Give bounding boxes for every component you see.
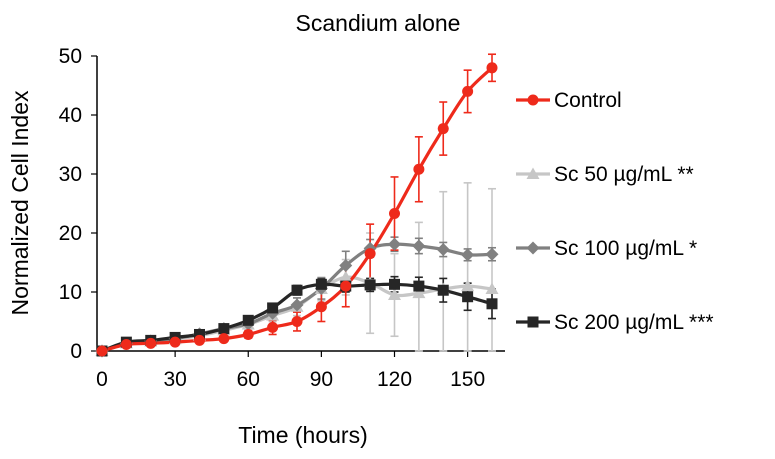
series-0-point bbox=[169, 336, 181, 348]
x-ticks: 0 30 60 90 120 150 bbox=[96, 351, 485, 391]
legend: Control Sc 50 µg/mL ** Sc 100 µg/mL * Sc 20… bbox=[516, 89, 714, 334]
series-3-point bbox=[267, 302, 279, 314]
series-3-point bbox=[389, 278, 400, 290]
series-0-point bbox=[389, 208, 400, 220]
y-tick-label: 50 bbox=[59, 45, 82, 68]
series-0-point bbox=[194, 334, 205, 346]
x-tick-label: 30 bbox=[163, 368, 186, 391]
legend-series-3-marker bbox=[527, 316, 539, 328]
series-0-point bbox=[145, 337, 157, 349]
legend-series-0-marker bbox=[527, 94, 539, 106]
legend-series-3-label: Sc 200 µg/mL *** bbox=[554, 311, 714, 334]
y-tick-label: 20 bbox=[59, 222, 82, 245]
x-tick-label: 0 bbox=[96, 368, 108, 391]
series-0-point bbox=[96, 345, 108, 357]
series-3-point bbox=[364, 279, 376, 291]
series-3-point bbox=[486, 298, 498, 310]
legend-series-2-marker bbox=[526, 241, 540, 255]
series-3-point bbox=[194, 328, 205, 340]
x-tick-label: 90 bbox=[310, 368, 333, 391]
x-tick-label: 60 bbox=[237, 368, 260, 391]
y-tick-label: 40 bbox=[59, 104, 82, 127]
series-2-point bbox=[290, 298, 304, 312]
y-tick-label: 10 bbox=[59, 281, 82, 304]
series-3-point bbox=[218, 323, 230, 335]
x-axis-title: Time (hours) bbox=[238, 422, 368, 448]
series-0-point bbox=[364, 248, 376, 260]
series-2-point bbox=[339, 258, 353, 272]
x-tick-label: 120 bbox=[377, 368, 412, 391]
y-tick-label: 30 bbox=[59, 163, 82, 186]
series-0-point bbox=[291, 316, 303, 327]
series-0-point bbox=[120, 339, 132, 351]
legend-series-2-label: Sc 100 µg/mL * bbox=[554, 237, 697, 260]
series-3-point bbox=[437, 284, 449, 296]
series-2-point bbox=[412, 239, 426, 253]
series-3-point bbox=[315, 278, 327, 290]
series-markers bbox=[95, 62, 499, 358]
series-0-point bbox=[413, 163, 425, 175]
series-2-point bbox=[461, 248, 475, 262]
series-1-point bbox=[412, 286, 426, 299]
series-2-point bbox=[485, 247, 499, 261]
series-0-point bbox=[315, 301, 327, 313]
series-1-point bbox=[485, 282, 499, 295]
legend-series-1-marker bbox=[526, 167, 540, 179]
series-2-point bbox=[436, 243, 450, 257]
series-0-point bbox=[486, 62, 498, 74]
y-ticks: 0 10 20 30 40 50 bbox=[59, 45, 97, 363]
x-tick-label: 150 bbox=[450, 368, 485, 391]
series-0-point bbox=[340, 280, 352, 292]
y-tick-label: 0 bbox=[70, 340, 82, 363]
series-0-point bbox=[267, 321, 279, 333]
series-0-point bbox=[462, 85, 474, 97]
axes bbox=[96, 56, 505, 352]
series-1-point bbox=[388, 288, 401, 300]
error-bars bbox=[122, 53, 496, 352]
series-0-point bbox=[218, 333, 230, 345]
series-3-point bbox=[291, 284, 303, 296]
series-1-point bbox=[339, 270, 353, 283]
series-1-point bbox=[461, 279, 475, 292]
series-3-point bbox=[242, 314, 254, 326]
series-0-point bbox=[437, 123, 449, 135]
legend-series-1-label: Sc 50 µg/mL ** bbox=[554, 163, 694, 186]
chart-title: Scandium alone bbox=[296, 10, 461, 36]
series-3-point bbox=[413, 280, 425, 292]
y-axis-title: Normalized Cell Index bbox=[7, 90, 33, 315]
legend-series-0-label: Control bbox=[554, 89, 622, 112]
series-3-point bbox=[462, 291, 474, 303]
series-0-point bbox=[242, 328, 254, 340]
series-2-point bbox=[388, 237, 401, 251]
